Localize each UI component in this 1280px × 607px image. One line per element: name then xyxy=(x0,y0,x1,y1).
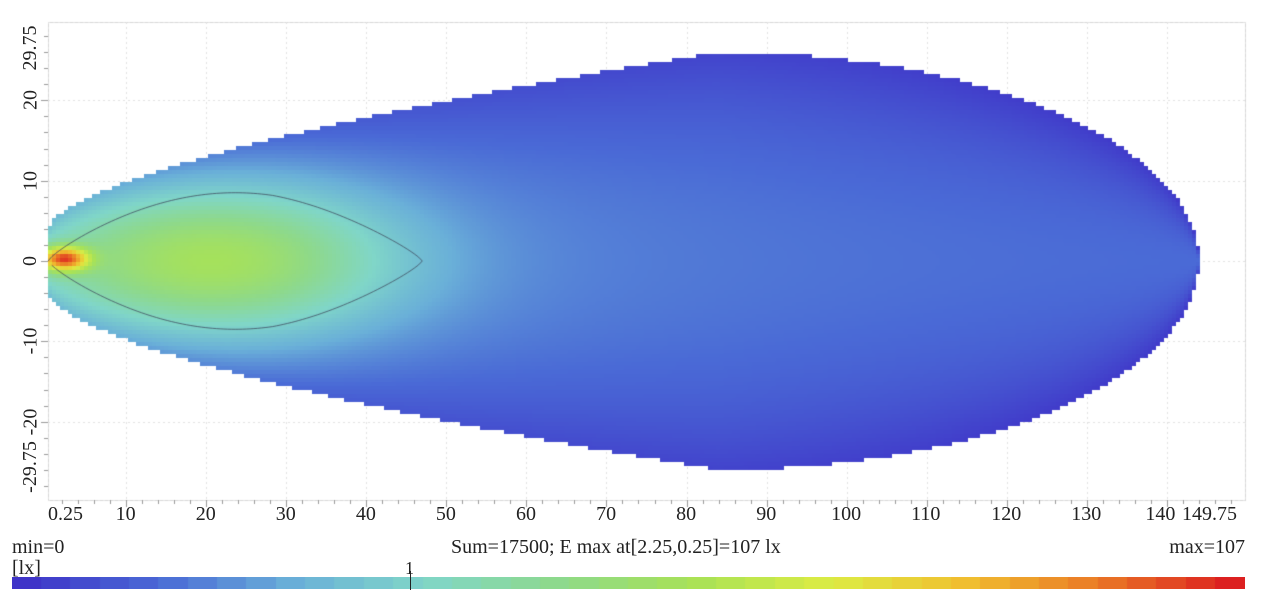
unit-label: [lx] xyxy=(12,557,41,579)
x-tick-label: 40 xyxy=(355,503,376,525)
y-tick-label: -10 xyxy=(18,327,41,355)
x-tick-label: 140 xyxy=(1145,503,1176,525)
x-tick-label: 130 xyxy=(1071,503,1102,525)
x-tick-label: 60 xyxy=(515,503,536,525)
y-tick-label: 20 xyxy=(18,90,41,111)
x-tick-label: 50 xyxy=(435,503,456,525)
y-tick-label: 0 xyxy=(18,256,41,267)
x-tick-label: 90 xyxy=(756,503,777,525)
isoline-scale-marker xyxy=(410,571,411,590)
x-tick-label: 110 xyxy=(911,503,941,525)
x-tick-label: 10 xyxy=(115,503,136,525)
y-tick-label: -29.75 xyxy=(19,441,42,493)
y-tick-label: -20 xyxy=(18,408,41,436)
max-label: max=107 xyxy=(1169,536,1245,558)
min-label: min=0 xyxy=(12,536,65,558)
x-tick-label: 149.75 xyxy=(1182,503,1237,525)
x-tick-label: 120 xyxy=(991,503,1022,525)
x-tick-label: 0.25 xyxy=(48,503,83,525)
x-tick-label: 80 xyxy=(676,503,697,525)
x-tick-label: 100 xyxy=(831,503,862,525)
color-scale-bar xyxy=(12,577,1245,589)
x-tick-label: 30 xyxy=(275,503,296,525)
x-tick-label: 20 xyxy=(195,503,216,525)
isoline-scale-label: 1 xyxy=(405,558,414,578)
y-tick-label: 10 xyxy=(18,170,41,191)
y-tick-label: 29.75 xyxy=(19,25,41,71)
x-tick-label: 70 xyxy=(596,503,617,525)
summary-label: Sum=17500; E max at[2.25,0.25]=107 lx xyxy=(451,536,781,558)
